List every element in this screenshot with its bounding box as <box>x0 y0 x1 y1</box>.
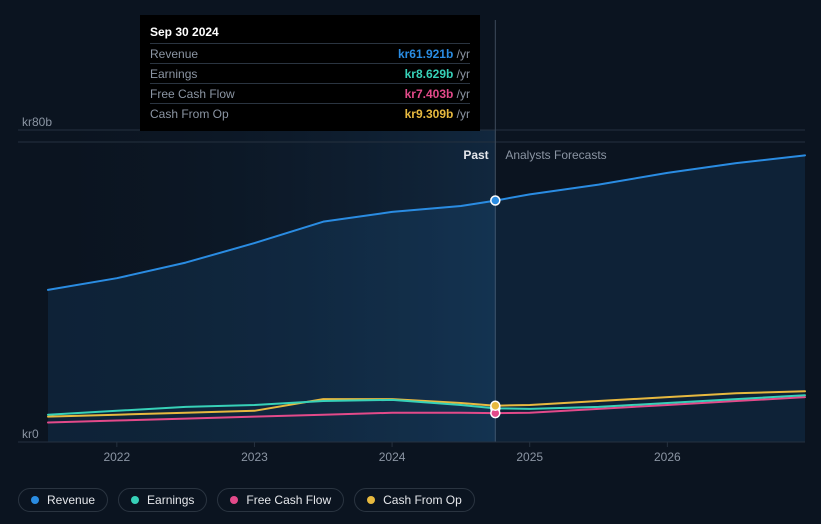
legend-dot-icon <box>31 496 39 504</box>
tooltip-value: kr9.309b <box>405 107 454 121</box>
y-axis-tick-label: kr0 <box>22 427 39 441</box>
tooltip-row-cash_from_op: Cash From Op kr9.309b /yr <box>150 103 470 123</box>
tooltip-label: Revenue <box>150 45 198 63</box>
legend-label: Free Cash Flow <box>246 493 331 507</box>
legend-label: Earnings <box>147 493 194 507</box>
legend-dot-icon <box>131 496 139 504</box>
legend-label: Cash From Op <box>383 493 462 507</box>
hover-tooltip: Sep 30 2024 Revenuekr61.921b /yrEarnings… <box>140 15 480 131</box>
tooltip-unit: /yr <box>453 47 470 61</box>
tooltip-row-revenue: Revenue kr61.921b /yr <box>150 43 470 63</box>
tooltip-unit: /yr <box>453 87 470 101</box>
tooltip-value: kr61.921b <box>398 47 453 61</box>
x-axis-tick-label: 2025 <box>516 450 543 464</box>
tooltip-row-free_cash_flow: Free Cash Flow kr7.403b /yr <box>150 83 470 103</box>
tooltip-value: kr8.629b <box>405 67 454 81</box>
forecast-section-label: Analysts Forecasts <box>505 148 606 162</box>
x-axis-tick-label: 2023 <box>241 450 268 464</box>
y-axis-tick-label: kr80b <box>22 115 52 129</box>
legend-dot-icon <box>367 496 375 504</box>
tooltip-value: kr7.403b <box>405 87 454 101</box>
x-axis-tick-label: 2022 <box>103 450 130 464</box>
cash_from_op-hover-marker <box>491 401 500 410</box>
revenue-hover-marker <box>491 196 500 205</box>
legend-item-revenue[interactable]: Revenue <box>18 488 108 512</box>
tooltip-label: Earnings <box>150 65 197 83</box>
x-axis-tick-label: 2026 <box>654 450 681 464</box>
chart-legend: Revenue Earnings Free Cash Flow Cash From O… <box>18 488 475 512</box>
financials-chart: kr0 kr80b 2022 2023 2024 2025 2026 Past Analy… <box>0 0 821 524</box>
legend-label: Revenue <box>47 493 95 507</box>
legend-dot-icon <box>230 496 238 504</box>
legend-item-cash_from_op[interactable]: Cash From Op <box>354 488 475 512</box>
tooltip-row-earnings: Earnings kr8.629b /yr <box>150 63 470 83</box>
tooltip-unit: /yr <box>453 107 470 121</box>
tooltip-label: Free Cash Flow <box>150 85 235 103</box>
tooltip-label: Cash From Op <box>150 105 229 123</box>
legend-item-free_cash_flow[interactable]: Free Cash Flow <box>217 488 344 512</box>
tooltip-date: Sep 30 2024 <box>150 23 470 41</box>
tooltip-unit: /yr <box>453 67 470 81</box>
x-axis-tick-label: 2024 <box>379 450 406 464</box>
legend-item-earnings[interactable]: Earnings <box>118 488 207 512</box>
past-section-label: Past <box>463 148 488 162</box>
